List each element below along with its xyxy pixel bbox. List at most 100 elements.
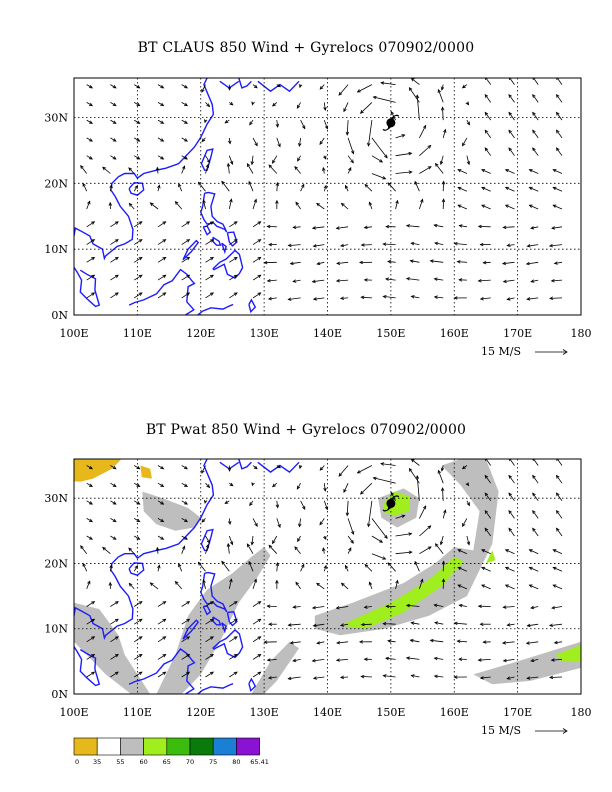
wind-arrow <box>550 658 563 662</box>
wind-arrow <box>229 221 238 228</box>
wind-arrow <box>395 550 413 555</box>
wind-arrow <box>356 465 373 474</box>
wind-arrow <box>133 221 143 228</box>
wind-arrow <box>550 278 563 283</box>
coastline <box>257 461 300 474</box>
wind-arrow <box>528 204 539 210</box>
y-tick-label: 30N <box>44 112 68 125</box>
wind-arrow <box>405 224 420 228</box>
lat-lon-grid <box>74 78 581 315</box>
wind-arrow <box>409 259 420 263</box>
vector-scale-label: 15 M/S <box>481 724 521 737</box>
wind-arrow <box>133 500 141 505</box>
wind-arrow <box>387 639 396 643</box>
wind-arrow <box>345 500 350 517</box>
pwat-region <box>340 556 464 629</box>
wind-arrow <box>532 111 539 121</box>
colorbar-label: 65 <box>163 758 171 766</box>
wind-arrow <box>181 601 191 607</box>
wind-arrow <box>508 129 515 139</box>
wind-arrow <box>201 137 206 143</box>
wind-arrow <box>555 509 563 519</box>
wind-arrow <box>323 535 327 541</box>
wind-arrow <box>295 201 301 210</box>
coastline <box>226 231 238 247</box>
wind-arrow <box>453 242 467 246</box>
wind-arrow <box>181 465 188 470</box>
colorbar-label: 70 <box>186 758 194 766</box>
wind-arrow <box>229 292 238 299</box>
wind-arrow <box>266 224 277 229</box>
wind-arrow <box>312 623 325 628</box>
wind-arrow <box>553 640 563 645</box>
colorbar-swatch <box>120 737 144 756</box>
wind-arrow <box>410 674 420 678</box>
wind-arrow <box>395 532 413 537</box>
wind-arrow <box>133 137 141 142</box>
wind-arrow <box>157 137 165 142</box>
wind-arrow <box>229 671 238 678</box>
wind-arrow <box>387 562 396 572</box>
wind-arrow <box>414 560 420 572</box>
colorbar-label: 65.41 <box>250 758 269 766</box>
wind-arrow <box>360 295 372 300</box>
wind-arrow <box>268 622 277 626</box>
wind-arrow <box>429 259 444 263</box>
wind-arrow <box>205 256 214 263</box>
wind-arrow <box>202 199 206 210</box>
wind-arrow <box>205 292 214 299</box>
wind-arrow <box>110 636 119 643</box>
wind-arrow <box>457 584 468 590</box>
wind-arrow <box>110 500 117 505</box>
wind-arrow <box>86 200 91 210</box>
wind-arrow <box>466 119 470 126</box>
coastline <box>128 562 145 576</box>
coastlines <box>74 459 300 694</box>
wind-arrow <box>272 535 278 545</box>
wind-arrow <box>102 166 111 174</box>
wind-arrow <box>429 638 444 643</box>
wind-arrow <box>322 547 326 554</box>
wind-arrow <box>294 546 301 554</box>
wind-arrow <box>86 102 93 107</box>
wind-arrow <box>528 169 539 174</box>
wind-arrow <box>409 638 420 643</box>
wind-arrow <box>109 184 113 192</box>
wind-arrow <box>108 581 113 589</box>
wind-arrow <box>86 618 96 625</box>
wind-arrow <box>181 274 191 281</box>
wind-arrow <box>227 137 232 145</box>
wind-arrow <box>110 601 119 607</box>
wind-arrow <box>343 483 349 494</box>
y-tick-label: 0N <box>51 688 68 701</box>
wind-arrow <box>390 491 396 501</box>
wind-arrow <box>358 640 372 644</box>
wind-arrow <box>441 180 446 192</box>
wind-arrow <box>86 155 93 160</box>
wind-arrow <box>360 243 372 247</box>
wind-arrow <box>382 674 396 678</box>
wind-arrow <box>266 658 277 662</box>
wind-arrow <box>275 561 280 572</box>
x-tick-label: 120E <box>186 327 215 340</box>
wind-arrow <box>181 636 191 643</box>
wind-arrow <box>205 654 214 660</box>
x-tick-label: 180 <box>571 706 592 719</box>
wind-arrow <box>419 578 424 590</box>
wind-arrow <box>323 155 327 160</box>
wind-arrow <box>86 274 96 281</box>
wind-arrow <box>526 244 539 248</box>
wind-arrow <box>298 84 303 89</box>
wind-arrow <box>248 180 254 192</box>
wind-arrow <box>205 102 211 108</box>
wind-arrow <box>181 256 191 263</box>
wind-arrow <box>481 584 491 590</box>
wind-arrow <box>466 155 471 166</box>
wind-arrow <box>229 101 234 106</box>
wind-arrow <box>551 605 563 610</box>
wind-arrow <box>229 601 238 607</box>
wind-arrow <box>506 243 515 247</box>
wind-arrow <box>227 84 232 91</box>
wind-arrow <box>300 119 306 130</box>
wind-arrow <box>289 261 301 266</box>
